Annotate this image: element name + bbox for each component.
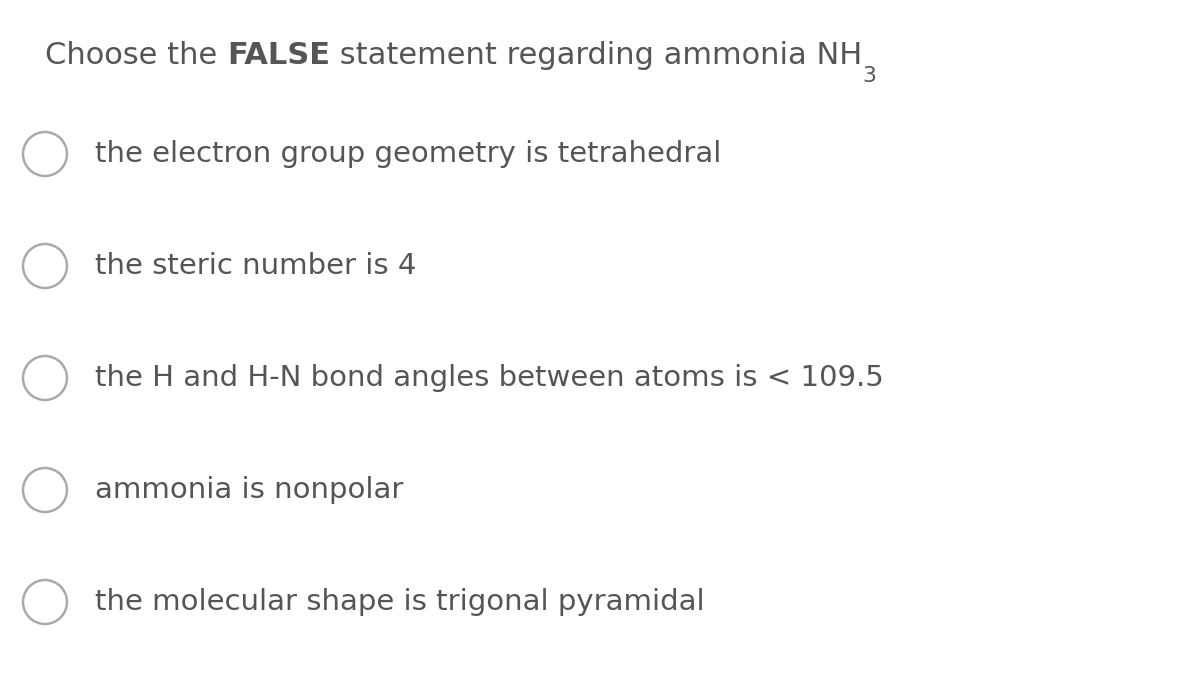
Text: the steric number is 4: the steric number is 4 xyxy=(95,252,416,280)
Text: statement regarding ammonia NH: statement regarding ammonia NH xyxy=(330,41,863,70)
Text: Choose the: Choose the xyxy=(46,41,227,70)
Text: ammonia is nonpolar: ammonia is nonpolar xyxy=(95,476,403,504)
Text: the H and H-N bond angles between atoms is < 109.5: the H and H-N bond angles between atoms … xyxy=(95,364,883,392)
Text: the molecular shape is trigonal pyramidal: the molecular shape is trigonal pyramida… xyxy=(95,588,704,616)
Text: the electron group geometry is tetrahedral: the electron group geometry is tetrahedr… xyxy=(95,140,721,168)
Text: FALSE: FALSE xyxy=(227,41,330,70)
Text: 3: 3 xyxy=(863,66,876,86)
